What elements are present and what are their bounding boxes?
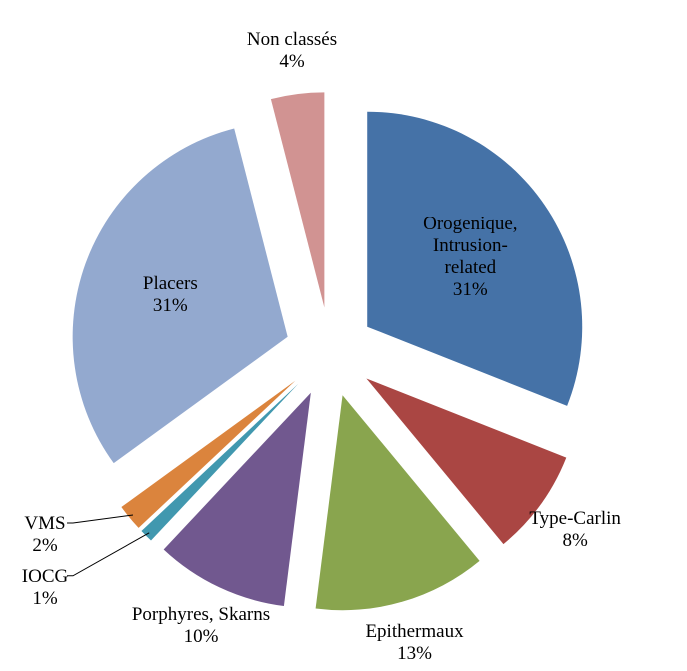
value-label: 8% [562, 530, 588, 552]
pie-slice [367, 111, 583, 406]
label-box: Orogenique, Intrusion-related 31% [395, 217, 545, 297]
category-label: IOCG [21, 565, 69, 587]
value-label: 31% [152, 294, 188, 316]
label-box: Non classés 4% [217, 11, 367, 91]
pie-slice [141, 383, 299, 541]
value-label: 13% [397, 642, 432, 664]
label-box: IOCG 1% [0, 548, 120, 628]
pie-slice [163, 392, 311, 607]
label-box: Epithermaux 13% [340, 603, 490, 671]
category-label: Porphyres, Skarns [131, 604, 271, 626]
pie-slice [366, 378, 567, 545]
category-label: Epithermaux [365, 620, 464, 642]
label-box: VMS 2% [0, 495, 120, 575]
label-box: Porphyres, Skarns 10% [126, 586, 276, 666]
pie-slice [270, 92, 325, 308]
pie-slice [315, 395, 480, 611]
category-label: Type-Carlin [529, 508, 621, 530]
label-box: Placers 31% [95, 255, 245, 335]
value-label: 1% [32, 587, 58, 609]
value-label: 31% [452, 278, 488, 297]
value-label: 10% [183, 626, 219, 648]
leader-line [67, 514, 134, 524]
label-box: Type-Carlin 8% [500, 490, 650, 570]
leader-line [67, 532, 150, 577]
pie-slice [121, 380, 296, 528]
category-label: Placers [142, 272, 198, 294]
value-label: 2% [32, 534, 58, 556]
category-label: Non classés [246, 29, 338, 51]
category-label: VMS [24, 512, 66, 534]
pie-slice [72, 128, 288, 464]
value-label: 4% [279, 51, 305, 73]
category-label: Orogenique, Intrusion-related [423, 216, 518, 278]
